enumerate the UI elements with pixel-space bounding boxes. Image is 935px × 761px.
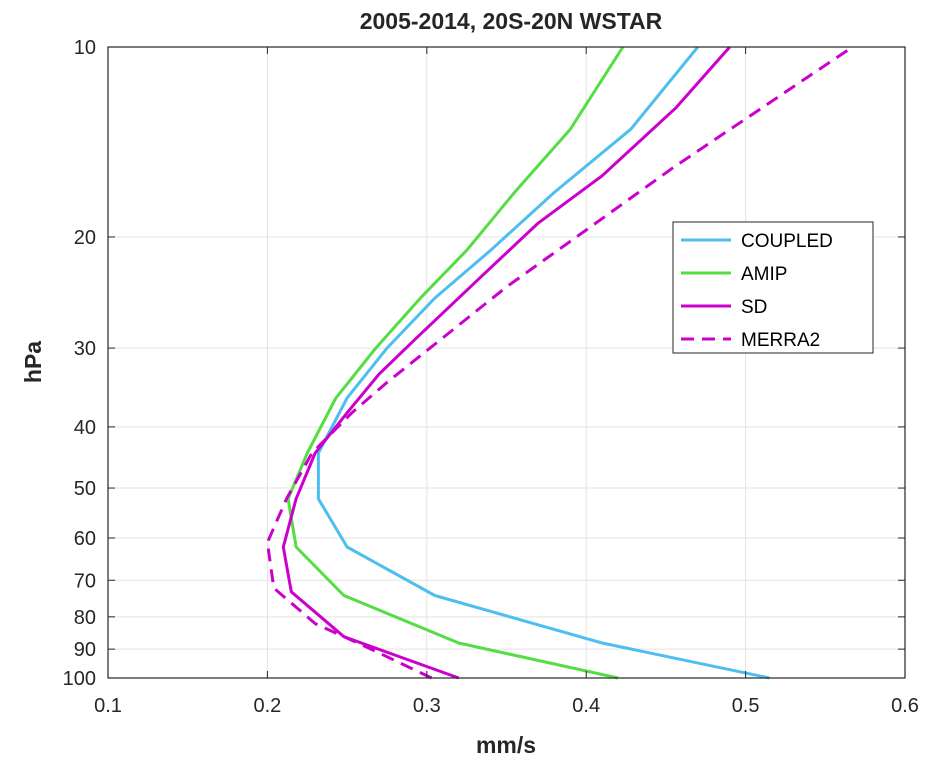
- series-line-merra2: [265, 45, 854, 680]
- y-tick-label: 40: [74, 417, 96, 439]
- axis-ticks: 0.1 0.2 0.3 0.4 0.5 0.6 10 20 30 40 50 60 70 80 90 100: [63, 37, 919, 717]
- y-axis-label: hPa: [20, 341, 46, 383]
- series-line-amip: [286, 46, 625, 680]
- x-tick-label: 0.2: [253, 695, 281, 717]
- y-tick-label: 80: [74, 607, 96, 629]
- y-tick-label: 70: [74, 570, 96, 592]
- x-tick-label: 0.1: [94, 695, 122, 717]
- y-tick-label: 30: [74, 338, 96, 360]
- y-tick-label: 20: [74, 227, 96, 249]
- legend-label-merra2: MERRA2: [741, 330, 820, 351]
- y-tick-label: 90: [74, 639, 96, 661]
- x-tick-label: 0.6: [891, 695, 919, 717]
- y-tick-label: 10: [74, 37, 96, 59]
- series-line-sd: [281, 46, 731, 680]
- x-tick-label: 0.3: [413, 695, 441, 717]
- x-tick-label: 0.4: [572, 695, 600, 717]
- x-axis-label: mm/s: [476, 732, 536, 758]
- legend: COUPLED AMIP SD MERRA2: [672, 221, 874, 354]
- x-tick-label: 0.5: [732, 695, 760, 717]
- plot-area: [108, 47, 905, 678]
- legend-box: [672, 221, 874, 354]
- y-tick-label: 50: [74, 478, 96, 500]
- y-tick-label: 60: [74, 528, 96, 550]
- chart-title: 2005-2014, 20S-20N WSTAR: [360, 8, 663, 34]
- legend-label-amip: AMIP: [741, 264, 787, 285]
- plot-frame: [107, 46, 906, 679]
- legend-label-coupled: COUPLED: [741, 231, 833, 252]
- legend-label-sd: SD: [741, 297, 767, 318]
- series-layer: [265, 45, 854, 680]
- y-tick-label: 100: [63, 668, 96, 690]
- series-line-coupled: [316, 46, 770, 680]
